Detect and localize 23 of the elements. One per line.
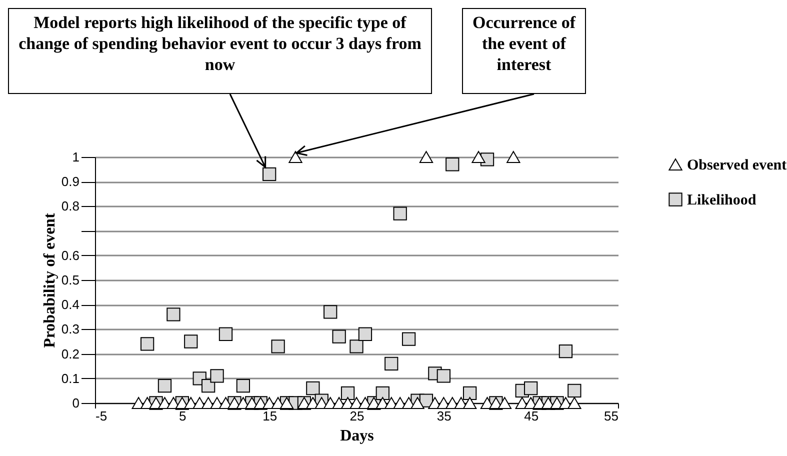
x-tick-label: 35 (436, 408, 452, 424)
x-tick-label: 25 (350, 408, 364, 424)
y-tick-label: 0.9 (61, 174, 80, 190)
x-tick-label: -5 (96, 408, 108, 424)
x-tick-label: 55 (604, 408, 618, 424)
y-tick-label: 0.2 (61, 346, 80, 362)
annotation: Occurrence of the event of interest (462, 8, 586, 94)
x-tick-label: 45 (524, 408, 539, 424)
y-axis-title: Probability of event (41, 212, 58, 348)
y-tick-label: 0.6 (61, 248, 80, 263)
annotation: Model reports high likelihood of the specific type of change of spending behavior event to occur 3 days from now (8, 8, 432, 94)
y-tick-label: 0 (72, 396, 80, 410)
y-tick-label: 0.8 (61, 198, 80, 214)
x-axis-title: Days (340, 428, 374, 444)
y-tick-label: 0.5 (61, 272, 80, 288)
legend-label: Observed event (687, 158, 787, 174)
y-tick-label: 1 (72, 150, 80, 164)
x-tick-label: 15 (262, 408, 278, 424)
x-tick-label: 5 (179, 408, 186, 424)
y-tick-label: 0.3 (61, 322, 80, 337)
y-tick-label: 0.4 (61, 297, 80, 312)
legend-label: Likelihood (687, 192, 757, 208)
y-tick-label: 0.1 (61, 370, 80, 386)
